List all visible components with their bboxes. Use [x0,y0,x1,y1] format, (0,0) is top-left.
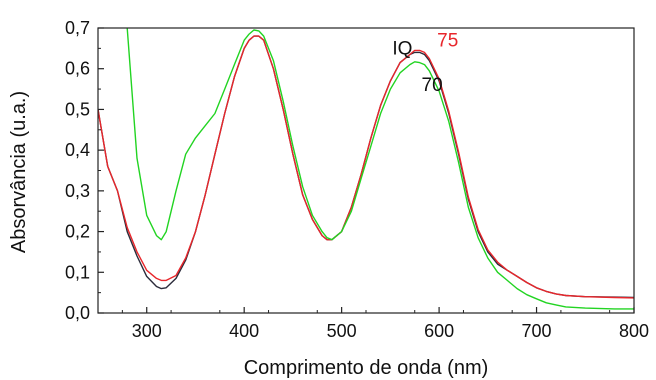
y-tick-label: 0,5 [65,99,90,119]
y-tick-label: 0,6 [65,59,90,79]
x-axis-title: Comprimento de onda (nm) [244,357,489,379]
y-tick-label: 0,0 [65,303,90,323]
x-tick-label: 600 [424,321,454,341]
x-tick-label: 300 [132,321,162,341]
series-line-70 [126,28,634,310]
label-75: 75 [437,30,458,51]
label-iq: IQ [392,38,412,59]
series-line-iq [98,35,634,299]
x-tick-label: 700 [522,321,552,341]
series-line-75 [98,35,634,299]
x-tick-label: 800 [619,321,649,341]
tick-layer: 300 400 500 600 700 800 0,0 0,1 0,2 0,3 0,4 0,5 0,6 0… [65,18,649,341]
y-axis-title: Absorvância (u.a.) [8,91,30,253]
label-70: 70 [422,75,443,96]
x-tick-label: 500 [327,321,357,341]
annotation-layer: IQ 75 70 [392,30,458,96]
y-tick-label: 0,4 [65,140,90,160]
y-tick-label: 0,1 [65,262,90,282]
x-tick-label: 400 [229,321,259,341]
y-tick-label: 0,2 [65,222,90,242]
y-tick-label: 0,3 [65,181,90,201]
series-layer [98,28,634,310]
y-tick-label: 0,7 [65,18,90,38]
